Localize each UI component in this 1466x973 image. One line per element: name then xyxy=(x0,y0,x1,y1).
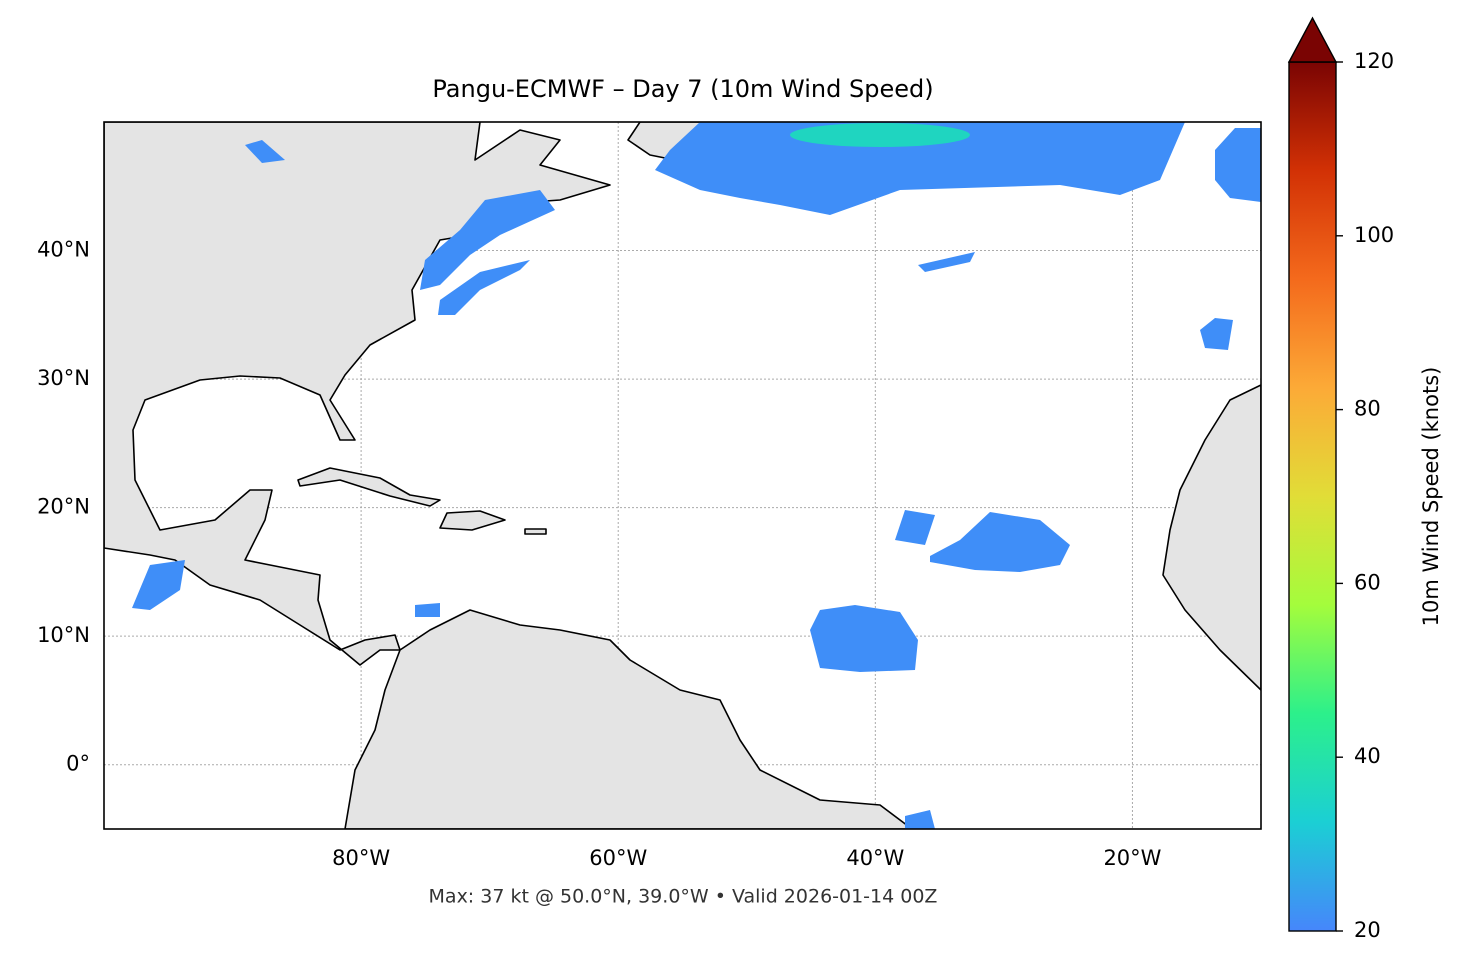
wind-area xyxy=(420,190,555,290)
wind-area xyxy=(810,605,918,672)
wind-area xyxy=(918,252,975,272)
wind-area xyxy=(655,122,1185,215)
x-tick-label: 40°W xyxy=(846,846,904,870)
wind-area xyxy=(415,603,440,617)
x-tick-label: 80°W xyxy=(332,846,390,870)
wind-area xyxy=(1215,128,1261,202)
colorbar-tick-label: 60 xyxy=(1354,570,1381,594)
wind-area-strong xyxy=(790,123,970,147)
colorbar-tick-label: 80 xyxy=(1354,397,1381,421)
colorbar-label: 10m Wind Speed (knots) xyxy=(1419,367,1443,627)
wind-area xyxy=(438,260,530,315)
plot-frame xyxy=(103,121,1262,830)
colorbar-tick-label: 120 xyxy=(1354,49,1394,73)
wind-area xyxy=(895,510,935,545)
africa xyxy=(1162,384,1261,691)
colorbar-tick-label: 20 xyxy=(1354,918,1381,942)
y-tick-label: 40°N xyxy=(37,238,90,262)
x-tick-label: 20°W xyxy=(1103,846,1161,870)
cuba xyxy=(297,467,441,507)
footnote: Max: 37 kt @ 50.0°N, 39.0°W • Valid 2026… xyxy=(429,886,938,908)
hispaniola xyxy=(439,510,506,531)
y-tick-label: 0° xyxy=(66,752,90,776)
wind-area xyxy=(905,810,935,829)
wind-area xyxy=(1200,318,1233,350)
y-tick-label: 30°N xyxy=(37,366,90,390)
y-tick-label: 20°N xyxy=(37,495,90,519)
colorbar: 20 40 60 80 100 120 10m Wind Speed (knots) xyxy=(1287,16,1443,942)
wind-area xyxy=(930,512,1070,572)
colorbar-extend xyxy=(1287,16,1338,63)
colorbar-tick-label: 40 xyxy=(1354,744,1381,768)
wind-area xyxy=(132,560,185,610)
x-tick-label: 60°W xyxy=(589,846,647,870)
puerto-rico xyxy=(524,528,547,535)
south-america xyxy=(344,609,913,829)
y-tick-label: 10°N xyxy=(37,623,90,647)
chart-title: Pangu-ECMWF – Day 7 (10m Wind Speed) xyxy=(432,75,933,103)
colorbar-tick-label: 100 xyxy=(1354,223,1394,247)
wind-area xyxy=(245,140,285,163)
map-area xyxy=(104,122,1261,829)
colorbar-fill xyxy=(1288,61,1337,932)
